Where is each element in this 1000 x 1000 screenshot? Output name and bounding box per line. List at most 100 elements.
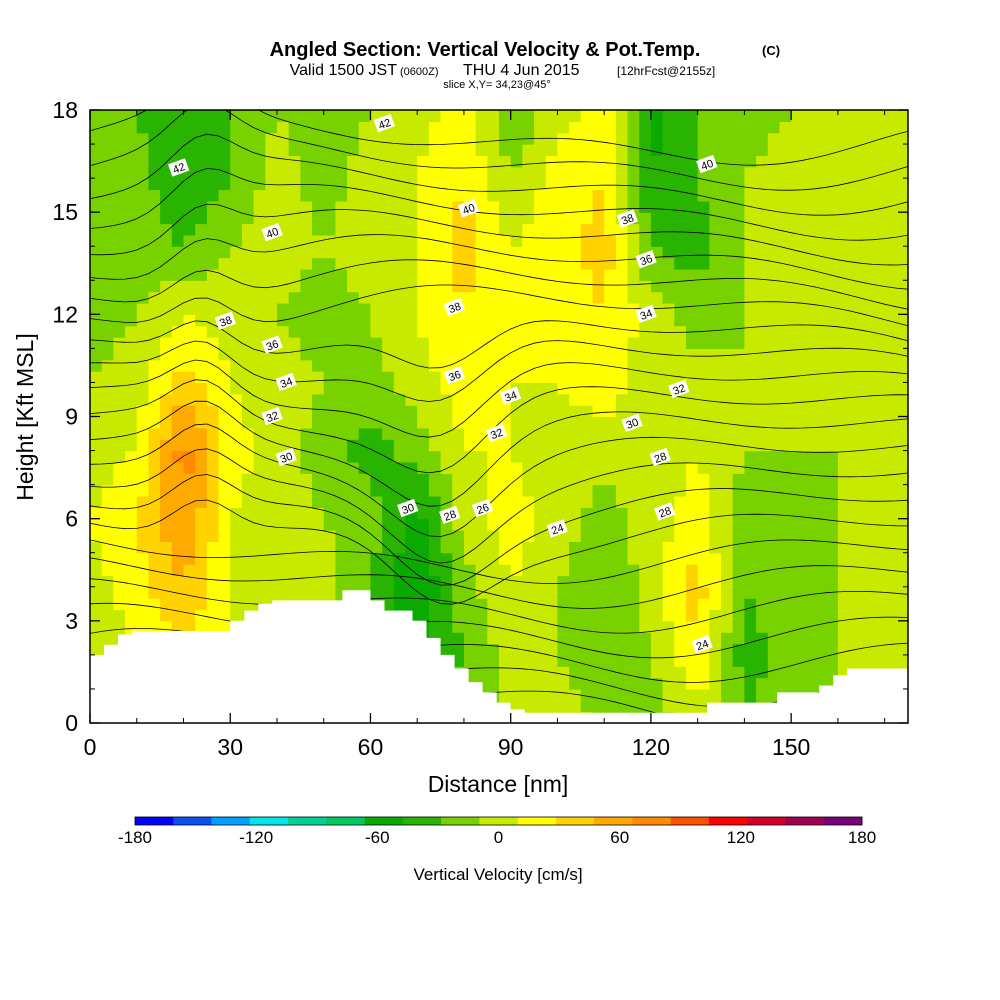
- velocity-cell: [604, 291, 617, 304]
- velocity-cell: [312, 200, 325, 213]
- velocity-cell: [463, 234, 477, 247]
- velocity-cell: [522, 155, 535, 168]
- velocity-cell: [160, 484, 173, 497]
- velocity-cell: [721, 144, 734, 157]
- velocity-cell: [756, 359, 769, 372]
- velocity-cell: [323, 337, 336, 349]
- velocity-cell: [732, 564, 745, 577]
- velocity-cell: [732, 257, 745, 270]
- velocity-cell: [522, 541, 535, 554]
- velocity-cell: [849, 427, 862, 440]
- velocity-cell: [312, 518, 325, 531]
- velocity-cell: [872, 257, 886, 270]
- velocity-cell: [417, 359, 430, 372]
- velocity-cell: [113, 552, 126, 565]
- velocity-cell: [685, 461, 699, 474]
- velocity-cell: [744, 666, 757, 679]
- velocity-cell: [265, 155, 278, 168]
- velocity-cell: [802, 427, 816, 440]
- velocity-cell: [534, 144, 547, 157]
- velocity-cell: [814, 359, 827, 372]
- velocity-cell: [452, 620, 465, 633]
- velocity-cell: [183, 110, 196, 122]
- velocity-cell: [837, 575, 851, 588]
- velocity-cell: [674, 234, 687, 247]
- velocity-cell: [709, 666, 722, 679]
- velocity-cell: [358, 552, 372, 565]
- velocity-cell: [592, 359, 605, 372]
- velocity-cell: [300, 291, 313, 304]
- velocity-cell: [370, 291, 383, 304]
- velocity-cell: [218, 178, 231, 191]
- isentrope-label-text: 28: [657, 505, 673, 520]
- velocity-cell: [288, 484, 301, 497]
- velocity-cell: [674, 609, 687, 622]
- velocity-cell: [615, 371, 629, 384]
- velocity-cell: [884, 530, 897, 542]
- velocity-cell: [113, 609, 126, 622]
- velocity-cell: [884, 314, 897, 327]
- velocity-cell: [171, 268, 185, 281]
- velocity-cell: [113, 541, 126, 554]
- velocity-cell: [405, 337, 418, 349]
- velocity-cell: [767, 359, 781, 372]
- velocity-cell: [160, 405, 173, 418]
- velocity-cell: [697, 450, 710, 463]
- velocity-cell: [732, 598, 745, 611]
- velocity-cell: [440, 246, 453, 259]
- isentrope-line: [90, 474, 908, 586]
- velocity-cell: [650, 393, 664, 406]
- velocity-cell: [697, 461, 710, 474]
- velocity-cell: [463, 393, 477, 406]
- velocity-cell: [545, 144, 559, 157]
- velocity-cell: [125, 371, 138, 384]
- colorbar-swatch: [135, 817, 174, 825]
- velocity-cell: [896, 337, 908, 349]
- colorbar-tick-label: 120: [727, 828, 755, 847]
- velocity-cell: [767, 144, 781, 157]
- velocity-cell: [837, 212, 851, 225]
- velocity-cell: [393, 257, 407, 270]
- velocity-cell: [872, 144, 886, 157]
- velocity-cell: [276, 144, 290, 157]
- velocity-cell: [90, 291, 103, 304]
- velocity-cell: [872, 450, 886, 463]
- velocity-cell: [335, 132, 348, 145]
- velocity-cell: [300, 393, 313, 406]
- velocity-cell: [417, 575, 430, 588]
- velocity-cell: [300, 382, 313, 395]
- velocity-cell: [767, 541, 781, 554]
- velocity-cell: [802, 371, 816, 384]
- velocity-cell: [230, 473, 243, 486]
- velocity-cell: [709, 246, 722, 259]
- velocity-cell: [837, 405, 851, 418]
- velocity-cell: [417, 110, 430, 122]
- velocity-cell: [405, 234, 418, 247]
- isentrope-label-text: 42: [377, 117, 393, 132]
- velocity-cell: [463, 495, 477, 508]
- isentrope-label-text: 30: [400, 502, 416, 517]
- velocity-cell: [452, 144, 465, 157]
- velocity-cell: [604, 564, 617, 577]
- velocity-cell: [557, 325, 570, 338]
- velocity-cell: [802, 518, 816, 531]
- velocity-cell: [440, 643, 453, 656]
- velocity-cell: [382, 382, 395, 395]
- velocity-cell: [253, 280, 266, 293]
- velocity-cell: [90, 461, 103, 474]
- velocity-cell: [802, 268, 816, 281]
- velocity-cell: [592, 178, 605, 191]
- velocity-cell: [604, 302, 617, 315]
- velocity-cell: [802, 382, 816, 395]
- velocity-cell: [183, 552, 196, 565]
- colorbar-swatch: [173, 817, 212, 825]
- velocity-cell: [452, 586, 465, 599]
- velocity-cell: [499, 234, 512, 247]
- velocity-cell: [428, 280, 442, 293]
- velocity-cell: [849, 348, 862, 361]
- velocity-cell: [463, 382, 477, 395]
- velocity-cell: [113, 348, 126, 361]
- velocity-cell: [896, 541, 908, 554]
- velocity-cell: [148, 178, 161, 191]
- isentrope-label-bg: [654, 502, 676, 521]
